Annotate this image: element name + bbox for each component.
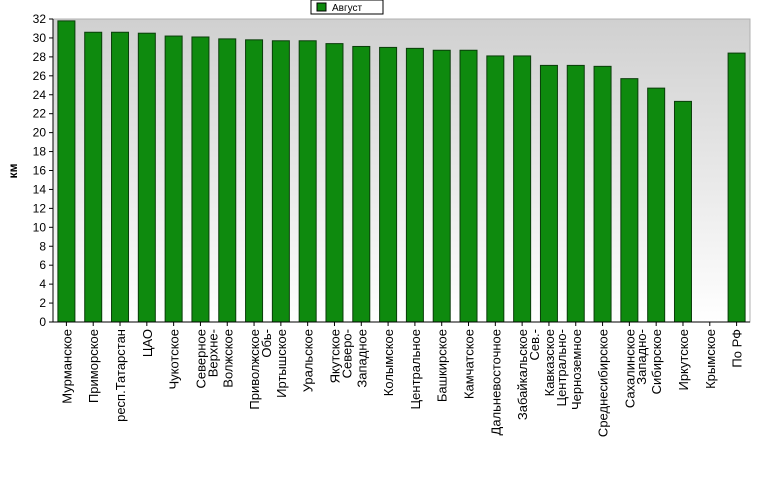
y-tick-label: 4 xyxy=(39,277,46,291)
x-tick-label: Башкирское xyxy=(435,329,450,402)
x-tick-label: Сахалинское xyxy=(622,329,637,408)
x-tick-label: Чукотское xyxy=(167,329,182,390)
bar[interactable] xyxy=(191,36,210,323)
x-tick-label: Обь-Иртышское xyxy=(259,329,289,398)
x-tick-label: Колымское xyxy=(381,329,396,396)
x-tick-label: Забайкальское xyxy=(515,329,530,420)
bar[interactable] xyxy=(486,55,505,323)
y-tick-label: 16 xyxy=(33,164,47,178)
x-tick-label: Камчатское xyxy=(462,329,477,399)
y-tick-label: 32 xyxy=(33,12,47,26)
bar[interactable] xyxy=(593,65,612,323)
x-tick-label: Приморское xyxy=(86,329,101,403)
x-tick-label: Среднесибирское xyxy=(596,329,611,437)
bar[interactable] xyxy=(513,55,532,323)
x-tick-label: По РФ xyxy=(730,329,745,368)
y-tick-label: 30 xyxy=(33,31,47,45)
x-tick-label: Уральское xyxy=(301,329,316,392)
bar[interactable] xyxy=(647,87,666,323)
y-tick-label: 6 xyxy=(39,258,46,272)
y-tick-label: 26 xyxy=(33,69,47,83)
bar[interactable] xyxy=(673,100,692,323)
bar[interactable] xyxy=(218,38,237,323)
bars-group xyxy=(57,20,746,323)
y-tick-label: 2 xyxy=(39,296,46,310)
x-tick-label: Северо-Западное xyxy=(339,329,369,388)
x-tick-label: Центрально-Черноземное xyxy=(554,329,584,410)
x-tick-label: Крымское xyxy=(703,329,718,389)
x-tick-label: Сев.-Кавказское xyxy=(527,329,557,396)
x-tick-label: Якутское xyxy=(327,329,342,383)
y-tick-label: 10 xyxy=(33,220,47,234)
y-axis-label: км xyxy=(6,163,20,178)
legend-label: Август xyxy=(332,3,363,14)
bar[interactable] xyxy=(405,47,424,323)
plot-area xyxy=(52,18,751,323)
y-tick-label: 20 xyxy=(33,126,47,140)
x-tick-label: Мурманское xyxy=(59,329,74,404)
bar[interactable] xyxy=(57,20,76,323)
x-tick-label: Центральное xyxy=(408,329,423,409)
legend-swatch xyxy=(316,2,327,12)
x-axis-labels: Мурманское Приморское респ.Татарстан ЦАО Чук… xyxy=(59,322,745,437)
x-tick-label: ЦАО xyxy=(140,329,155,357)
y-tick-label: 14 xyxy=(33,182,47,196)
y-tick-label: 18 xyxy=(33,145,47,159)
legend[interactable]: Август xyxy=(310,0,384,15)
bar[interactable] xyxy=(84,31,103,323)
bar[interactable] xyxy=(566,64,585,323)
bar[interactable] xyxy=(432,49,451,323)
bar[interactable] xyxy=(325,43,344,323)
bar[interactable] xyxy=(459,49,478,323)
x-tick-label: Западно-Сибирское xyxy=(634,329,664,394)
bar[interactable] xyxy=(379,46,398,323)
x-tick-label: Иркутское xyxy=(676,329,691,391)
y-tick-label: 22 xyxy=(33,107,47,121)
bar[interactable] xyxy=(164,35,183,323)
bar[interactable] xyxy=(727,52,746,323)
y-tick-label: 28 xyxy=(33,50,47,64)
x-tick-label: Верхне-Волжское xyxy=(205,329,235,388)
bar[interactable] xyxy=(245,39,264,323)
y-tick-label: 24 xyxy=(33,88,47,102)
x-tick-label: Дальневосточное xyxy=(488,329,503,435)
bar[interactable] xyxy=(539,64,558,323)
bar[interactable] xyxy=(271,40,290,323)
bar[interactable] xyxy=(298,40,317,323)
y-tick-label: 8 xyxy=(39,239,46,253)
x-tick-label: Северное xyxy=(193,329,208,388)
y-tick-label: 12 xyxy=(33,201,47,215)
bar[interactable] xyxy=(620,78,639,323)
bar[interactable] xyxy=(137,32,156,323)
legend-box xyxy=(310,0,384,15)
y-tick-label: 0 xyxy=(39,315,46,329)
x-tick-label: Приволжское xyxy=(247,329,262,410)
x-tick-label: респ.Татарстан xyxy=(113,329,128,422)
bar[interactable] xyxy=(111,31,130,323)
bar[interactable] xyxy=(352,45,371,323)
